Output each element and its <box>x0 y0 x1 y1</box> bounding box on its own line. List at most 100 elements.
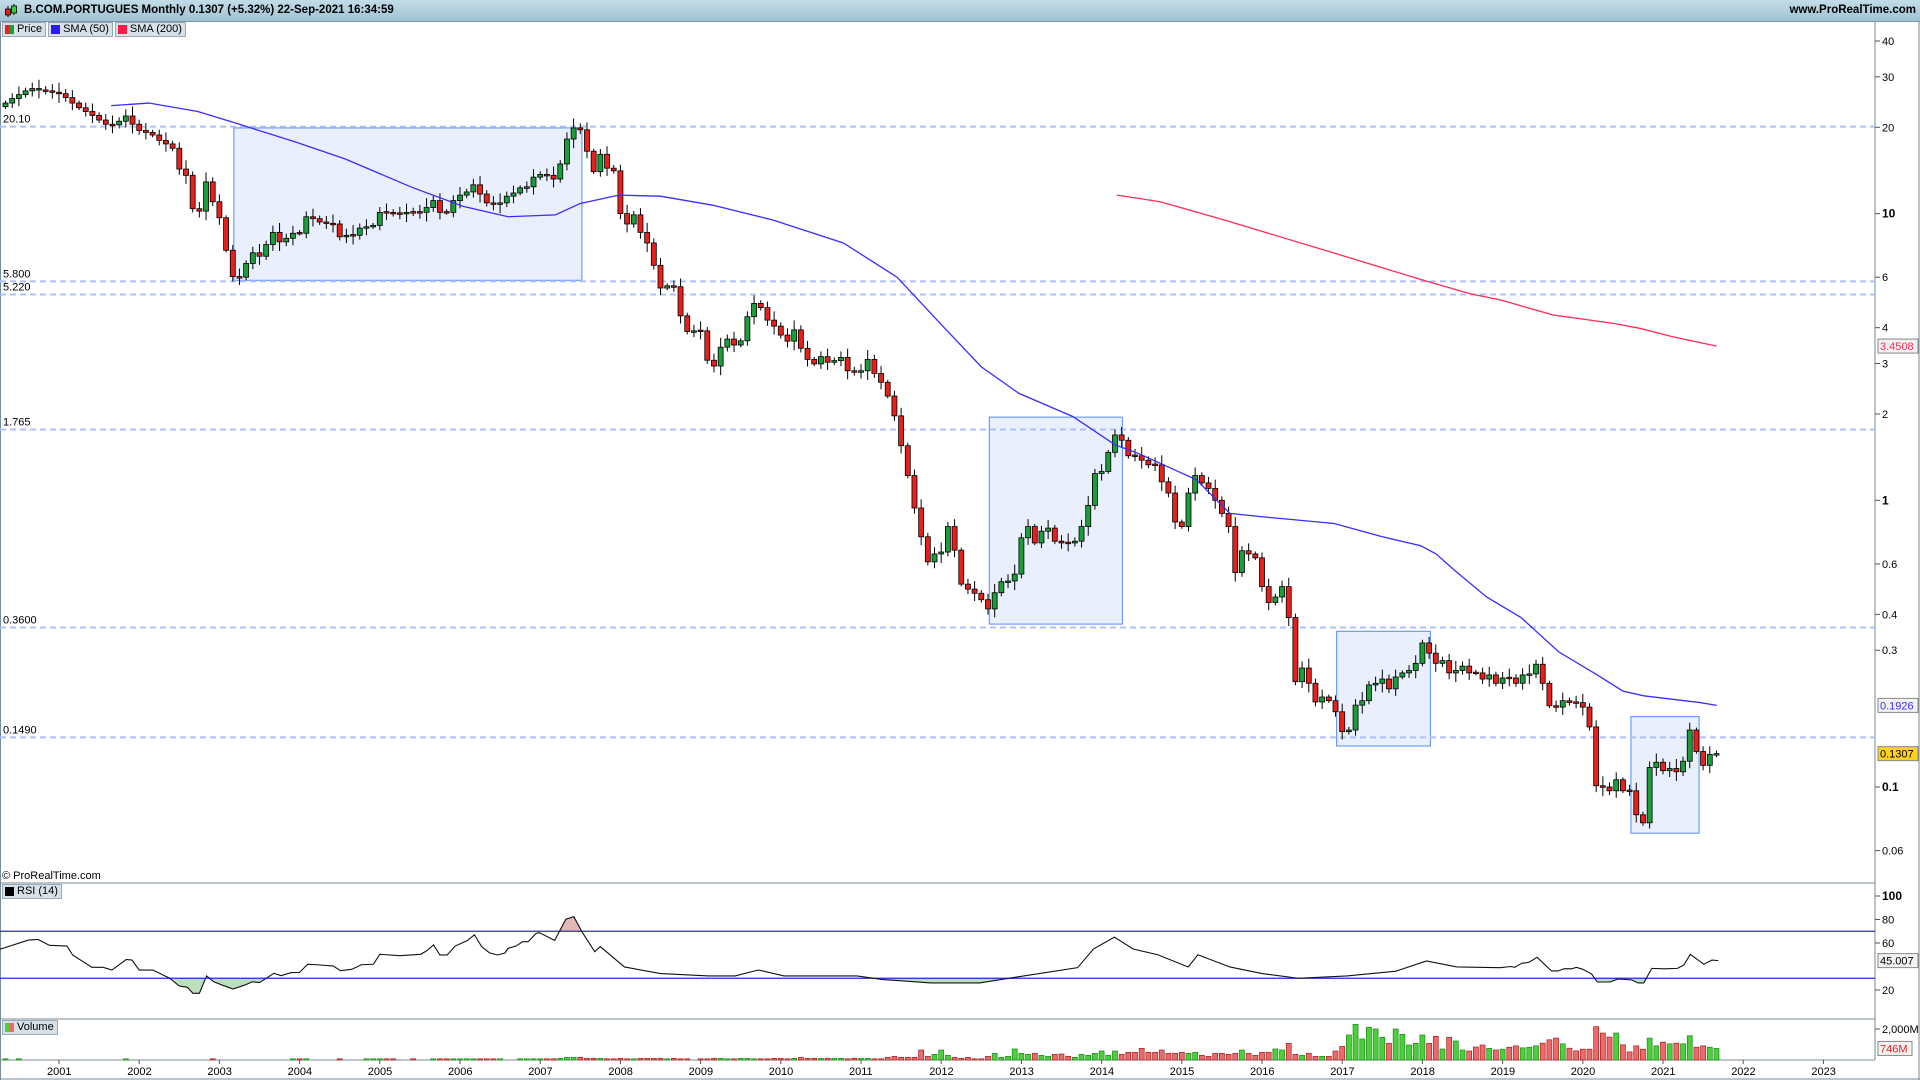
candle-down <box>1386 678 1392 690</box>
candle-up <box>1185 492 1192 527</box>
price-badge-label: 0.1307 <box>1880 749 1914 761</box>
candle-up <box>1005 580 1011 583</box>
candle-down <box>390 211 397 215</box>
volume-bar-down <box>764 1058 771 1061</box>
candle-down <box>697 329 704 332</box>
legend-sma200[interactable]: SMA (200) <box>114 22 186 37</box>
volume-bar-down <box>477 1058 483 1061</box>
volume-bar-down <box>1178 1051 1185 1061</box>
candle-down <box>1172 492 1179 523</box>
volume-bar-down <box>1693 1046 1700 1061</box>
candle-down <box>1145 459 1152 466</box>
candle-down <box>650 242 657 266</box>
volume-bar-up <box>744 1057 751 1061</box>
candle-up <box>1646 767 1653 824</box>
candle-up <box>1406 670 1412 674</box>
volume-bar-up <box>938 1049 945 1061</box>
x-tick-label: 2021 <box>1651 1066 1675 1078</box>
volume-bar-down <box>624 1058 630 1061</box>
candle-up <box>1105 451 1112 472</box>
volume-bar-down <box>871 1058 878 1061</box>
candle-down <box>731 338 737 346</box>
volume-bar-down <box>1305 1052 1312 1061</box>
volume-bar-down <box>1579 1048 1586 1061</box>
candle-down <box>543 174 550 177</box>
candle-up <box>1459 665 1466 671</box>
candle-up <box>938 551 945 555</box>
volume-bar-up <box>517 1058 524 1061</box>
volume-bar-up <box>838 1057 844 1061</box>
volume-bar-down <box>1660 1041 1666 1061</box>
volume-bar-down <box>978 1058 985 1061</box>
volume-bar-down <box>1446 1036 1452 1061</box>
volume-bar-down <box>1145 1051 1152 1061</box>
candle-down <box>36 88 42 91</box>
volume-bar-down <box>410 1058 417 1061</box>
candle-down <box>62 93 69 98</box>
volume-bar-down <box>644 1057 650 1061</box>
volume-bar-up <box>1005 1055 1011 1061</box>
candle-down <box>584 129 590 152</box>
volume-panel-label[interactable]: Volume <box>2 1020 58 1035</box>
candle-down <box>416 211 423 214</box>
volume-bar-up <box>1486 1047 1493 1061</box>
volume-bar-down <box>797 1056 804 1061</box>
volume-bar-down <box>777 1057 784 1061</box>
candle-down <box>1198 475 1205 484</box>
candle-up <box>1272 596 1279 603</box>
candle-up <box>122 115 129 122</box>
candle-down <box>577 127 584 131</box>
volume-bar-down <box>296 1058 303 1061</box>
candle-up <box>1713 753 1720 756</box>
candle-down <box>1553 705 1559 708</box>
volume-bar-down <box>1132 1051 1138 1061</box>
candle-up <box>737 340 744 346</box>
candle-up <box>283 237 290 243</box>
candle-down <box>1620 779 1626 792</box>
candle-up <box>991 592 998 610</box>
volume-bar-down <box>1599 1032 1606 1061</box>
candle-down <box>1245 550 1252 555</box>
volume-bar-down <box>731 1058 737 1061</box>
level-label: 0.3600 <box>3 615 37 627</box>
volume-bar-up <box>564 1056 570 1061</box>
y-tick-label: 0.6 <box>1882 559 1897 571</box>
volume-bar-up <box>1680 1043 1686 1061</box>
candle-up <box>751 303 757 318</box>
candle-down <box>657 264 664 289</box>
volume-bar-up <box>1025 1053 1031 1061</box>
x-tick-label: 2002 <box>127 1066 151 1078</box>
volume-bar-down <box>951 1056 958 1061</box>
candle-up <box>1045 527 1052 532</box>
candle-up <box>858 370 864 373</box>
volume-bar-down <box>1546 1039 1553 1061</box>
candle-up <box>116 120 123 126</box>
volume-badge <box>1877 1040 1913 1056</box>
volume-bar-up <box>1653 1045 1660 1061</box>
candle-up <box>1299 667 1305 683</box>
x-tick-label: 2015 <box>1170 1066 1194 1078</box>
y-tick-label: 0.3 <box>1882 645 1897 657</box>
volume-bar-up <box>1185 1052 1192 1061</box>
volume-bar-up <box>864 1057 871 1061</box>
candle-up <box>1011 573 1018 582</box>
y-tick-label: 3 <box>1882 359 1888 371</box>
candle-up <box>630 214 637 225</box>
site-link[interactable]: www.ProRealTime.com <box>1789 4 1916 16</box>
volume-bar-down <box>1506 1046 1513 1061</box>
candle-down <box>550 174 557 180</box>
legend-price[interactable]: Price <box>2 22 47 37</box>
rsi-panel-label[interactable]: RSI (14) <box>2 884 62 899</box>
volume-bar-down <box>1640 1048 1646 1061</box>
candle-down <box>56 91 62 95</box>
volume-bar-up <box>737 1057 744 1061</box>
volume-bar-down <box>437 1058 443 1061</box>
legend-sma50[interactable]: SMA (50) <box>48 22 113 37</box>
volume-bar-up <box>557 1057 564 1061</box>
x-tick-label: 2001 <box>47 1066 71 1078</box>
volume-bar-up <box>1419 1034 1426 1061</box>
candle-up <box>1379 678 1386 684</box>
volume-bar-up <box>290 1058 296 1061</box>
candle-down <box>1285 586 1292 618</box>
